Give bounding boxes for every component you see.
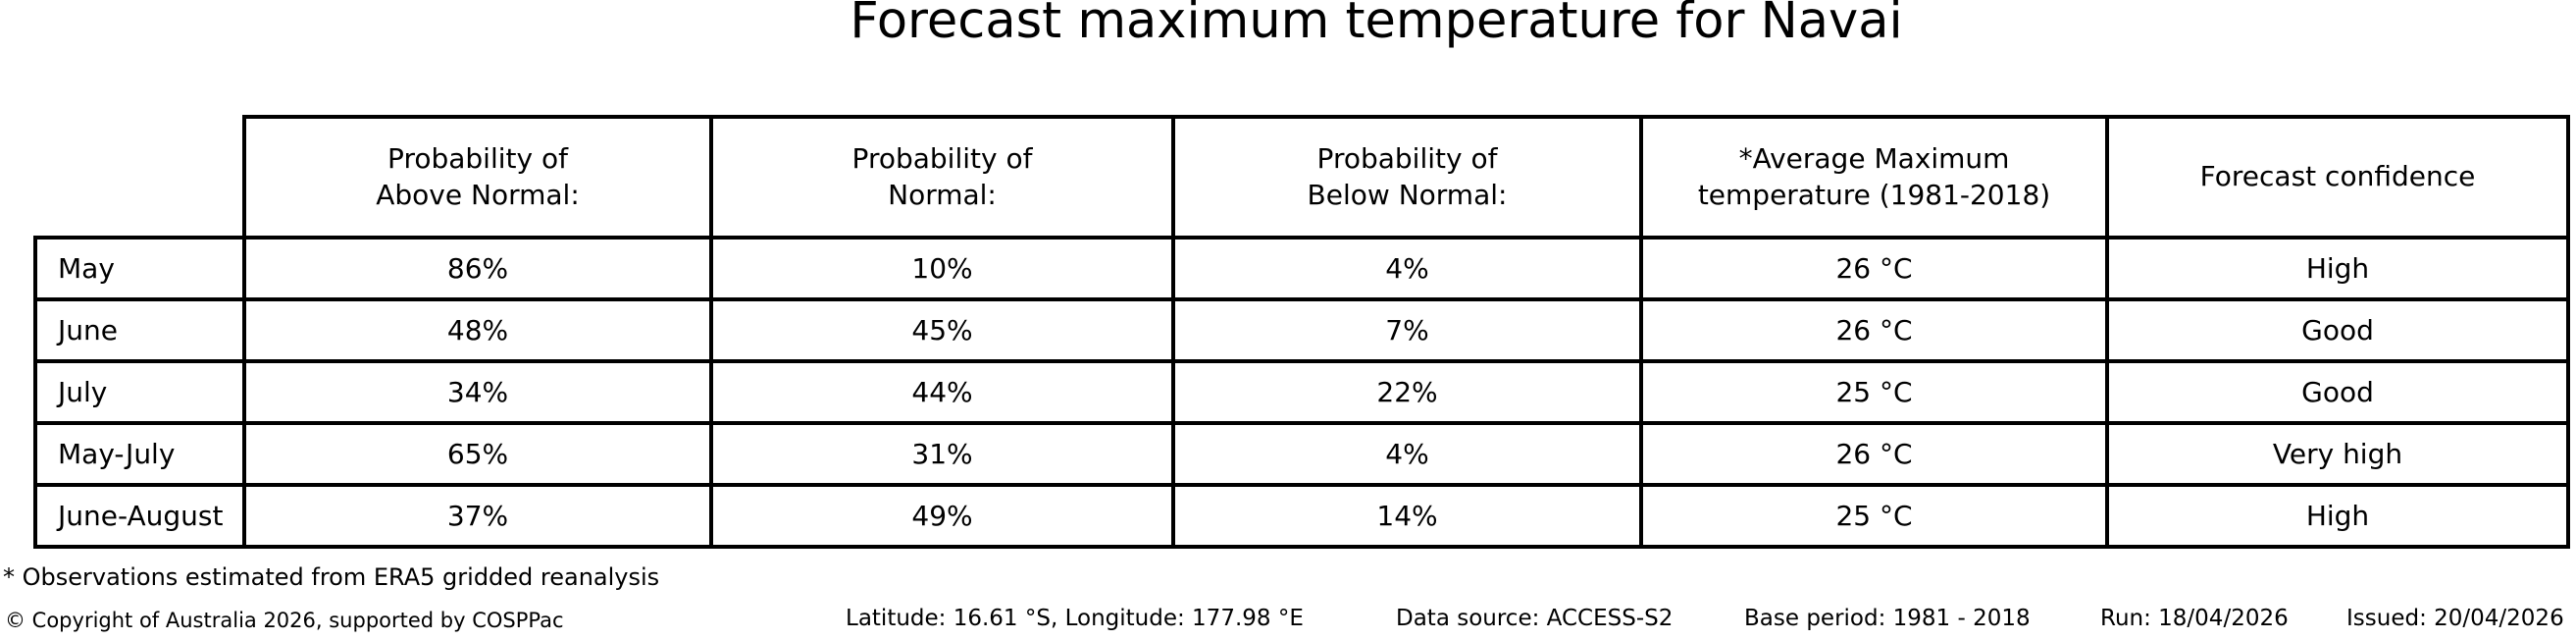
cell-may-normal: 10% — [709, 236, 1175, 301]
footer-location: Latitude: 16.61 °S, Longitude: 177.98 °E — [846, 606, 1304, 631]
row-label-july: July — [33, 359, 246, 425]
row-label-may: May — [33, 236, 246, 301]
col-header-below-normal: Probability of Below Normal: — [1171, 115, 1643, 240]
col-header-normal: Probability of Normal: — [709, 115, 1175, 240]
col-header-avg-max-temp: *Average Maximum temperature (1981-2018) — [1639, 115, 2109, 240]
footnote: * Observations estimated from ERA5 gridd… — [3, 563, 660, 591]
corner-cell — [35, 117, 244, 238]
col-header-above-normal: Probability of Above Normal: — [242, 115, 713, 240]
cell-may-avg-max: 26 °C — [1639, 236, 2109, 301]
cell-may-july-confidence: Very high — [2105, 421, 2570, 487]
table-row-may-july: May-July 65% 31% 4% 26 °C Very high — [33, 421, 2570, 487]
cell-may-july-normal: 31% — [709, 421, 1175, 487]
row-label-june-august: June-August — [33, 483, 246, 549]
footer-run-date: Run: 18/04/2026 — [2100, 606, 2289, 631]
cell-may-above: 86% — [242, 236, 713, 301]
col-header-forecast-confidence: Forecast confidence — [2105, 115, 2570, 240]
cell-june-normal: 45% — [709, 297, 1175, 363]
cell-may-july-above: 65% — [242, 421, 713, 487]
table-header-row: Probability of Above Normal: Probability… — [35, 115, 2570, 240]
figure-title: Forecast maximum temperature for Navai — [850, 0, 1903, 50]
cell-june-august-avg-max: 25 °C — [1639, 483, 2109, 549]
forecast-table: Probability of Above Normal: Probability… — [33, 115, 2570, 549]
footer-issued-date: Issued: 20/04/2026 — [2346, 606, 2564, 631]
cell-july-avg-max: 25 °C — [1639, 359, 2109, 425]
cell-june-confidence: Good — [2105, 297, 2570, 363]
footer-copyright: © Copyright of Australia 2026, supported… — [5, 609, 564, 632]
footer-data-source: Data source: ACCESS-S2 — [1396, 606, 1674, 631]
cell-may-below: 4% — [1171, 236, 1643, 301]
cell-july-confidence: Good — [2105, 359, 2570, 425]
cell-july-below: 22% — [1171, 359, 1643, 425]
cell-july-above: 34% — [242, 359, 713, 425]
cell-june-august-confidence: High — [2105, 483, 2570, 549]
table-row-june-august: June-August 37% 49% 14% 25 °C High — [33, 483, 2570, 549]
cell-may-confidence: High — [2105, 236, 2570, 301]
cell-june-above: 48% — [242, 297, 713, 363]
cell-june-august-above: 37% — [242, 483, 713, 549]
table-row-june: June 48% 45% 7% 26 °C Good — [33, 297, 2570, 363]
footer-base-period: Base period: 1981 - 2018 — [1744, 606, 2031, 631]
cell-may-july-below: 4% — [1171, 421, 1643, 487]
table-row-july: July 34% 44% 22% 25 °C Good — [33, 359, 2570, 425]
cell-may-july-avg-max: 26 °C — [1639, 421, 2109, 487]
cell-june-august-normal: 49% — [709, 483, 1175, 549]
cell-june-august-below: 14% — [1171, 483, 1643, 549]
cell-june-below: 7% — [1171, 297, 1643, 363]
row-label-june: June — [33, 297, 246, 363]
cell-july-normal: 44% — [709, 359, 1175, 425]
cell-june-avg-max: 26 °C — [1639, 297, 2109, 363]
row-label-may-july: May-July — [33, 421, 246, 487]
table-row-may: May 86% 10% 4% 26 °C High — [33, 236, 2570, 301]
